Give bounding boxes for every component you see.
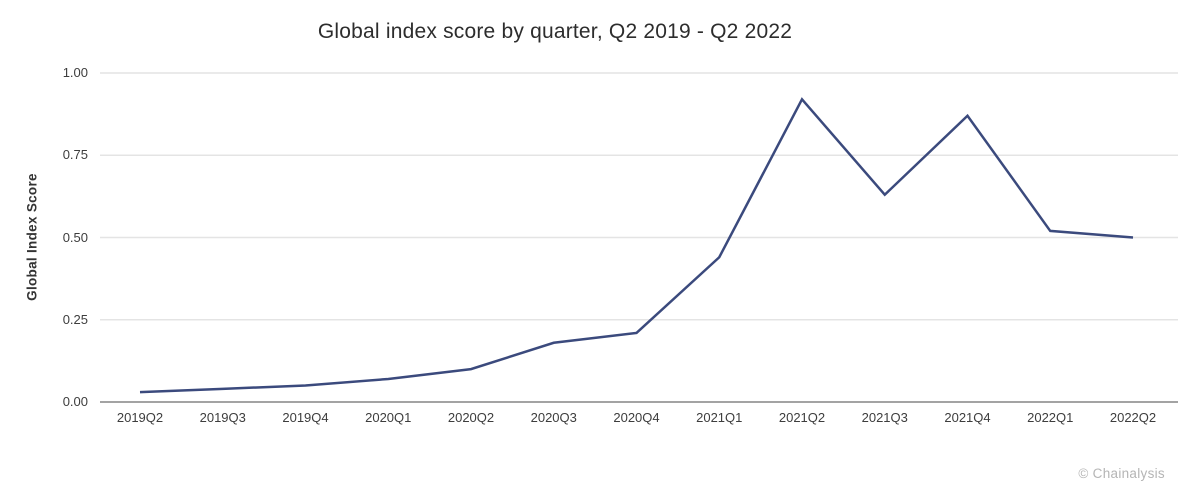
x-tick-label: 2020Q1: [365, 410, 412, 425]
x-tick-label: 2020Q4: [613, 410, 660, 425]
chart-title: Global index score by quarter, Q2 2019 -…: [317, 20, 793, 43]
data-series-line: [139, 97, 1134, 394]
attribution: © Chainalysis: [1078, 466, 1165, 481]
x-tick-label: 2019Q2: [116, 410, 164, 425]
x-tick-label: 2021Q2: [778, 410, 826, 425]
x-tick-label: 2021Q4: [944, 410, 991, 425]
x-tick-label: 2021Q3: [861, 410, 908, 425]
y-tick-label: 0.25: [62, 311, 88, 327]
x-tick-label: 2022Q2: [1109, 410, 1157, 425]
x-tick-label: 2019Q3: [199, 410, 246, 425]
x-tick-label: 2020Q3: [530, 410, 577, 425]
y-tick-label: 0.75: [62, 147, 88, 163]
y-tick-label: 1.00: [62, 65, 88, 80]
x-tick-label: 2021Q1: [696, 410, 743, 425]
y-tick-label: 0.50: [62, 229, 88, 245]
x-tick-label: 2022Q1: [1027, 410, 1074, 425]
x-tick-label: 2020Q2: [447, 410, 495, 425]
y-tick-label: 0.00: [62, 394, 88, 409]
x-tick-label: 2019Q4: [282, 410, 329, 425]
